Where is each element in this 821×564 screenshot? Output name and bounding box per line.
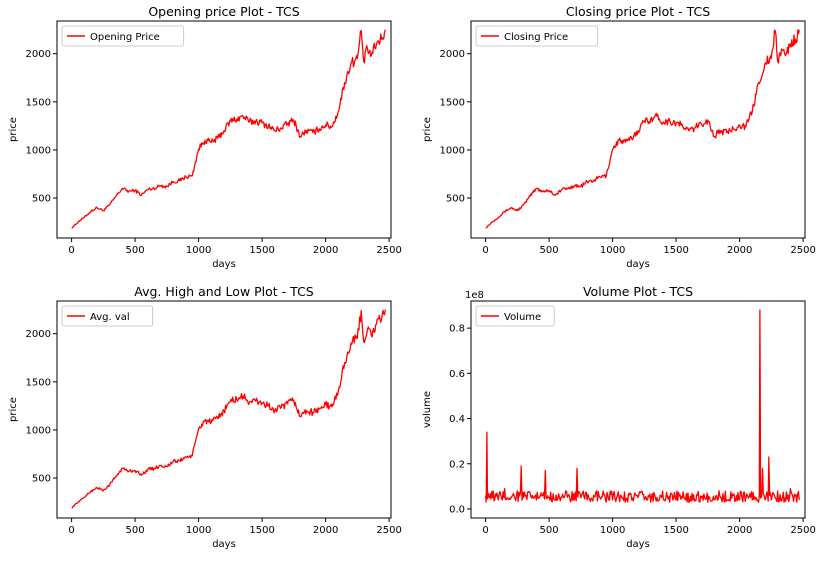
x-tick-label: 0 [482,525,488,536]
opening-price-chart: Opening price Plot - TCS 0 500 1000 1500 200… [8,4,402,270]
plot-frame [470,300,806,519]
x-tick-label: 500 [540,245,559,256]
y-axis: 500 1000 1500 2000 [26,329,57,485]
x-axis: 0 500 1000 1500 2000 2500 [482,518,816,536]
y-tick-label: 2000 [440,49,465,60]
y-tick-label: 0.6 [449,369,465,380]
closing-price-chart: Closing price Plot - TCS 0 500 1000 1500 200… [422,4,816,270]
x-axis: 0 500 1000 1500 2000 2500 [68,238,402,256]
y-axis-label: volume [422,391,433,428]
x-tick-label: 2000 [727,525,752,536]
legend-box [61,305,154,327]
volume-chart: Volume Plot - TCS 0 500 1000 1500 2000 2500 0… [422,284,816,550]
chart-title: Volume Plot - TCS [583,284,693,299]
x-axis-label: days [626,259,650,270]
y-tick-label: 500 [32,194,51,205]
x-tick-label: 500 [126,525,145,536]
series-lines [71,29,386,229]
x-axis: 0 500 1000 1500 2000 2500 [68,518,402,536]
legend: Opening Price [61,25,185,47]
y-tick-label: 0.0 [449,504,465,515]
x-axis-label: days [212,259,236,270]
x-tick-label: 0 [68,245,74,256]
avg-high-low-chart: Avg. High and Low Plot - TCS 0 500 1000 150… [8,284,402,550]
x-axis-label: days [212,539,236,550]
x-tick-label: 2000 [313,245,338,256]
y-axis: 500 1000 1500 2000 [440,49,471,205]
x-tick-label: 2500 [790,525,815,536]
x-tick-label: 1000 [600,525,625,536]
plot-frame [56,20,392,239]
series-line [485,29,800,229]
x-tick-label: 2500 [790,245,815,256]
y-tick-label: 0.8 [449,324,465,335]
chart-title: Opening price Plot - TCS [148,4,299,19]
y-tick-label: 1000 [26,145,51,156]
x-tick-label: 2000 [727,245,752,256]
x-tick-label: 0 [482,245,488,256]
x-tick-label: 1000 [186,525,211,536]
legend: Closing Price [475,25,599,47]
x-tick-label: 1500 [249,245,274,256]
legend-box [475,25,599,47]
y-tick-label: 500 [446,194,465,205]
x-tick-label: 2500 [376,525,401,536]
plot-frame [56,300,392,519]
y-tick-label: 2000 [26,49,51,60]
legend-box [61,25,185,47]
y-tick-label: 1000 [440,145,465,156]
x-axis: 0 500 1000 1500 2000 2500 [482,238,816,256]
y-axis-label: price [8,397,19,422]
y-axis-label: price [422,117,433,142]
series-line [71,309,386,509]
x-tick-label: 1500 [663,245,688,256]
y-tick-label: 1500 [440,97,465,108]
plot-frame [470,20,806,239]
y-tick-label: 500 [32,474,51,485]
chart-title: Avg. High and Low Plot - TCS [134,284,314,299]
y-tick-label: 1500 [26,97,51,108]
y-tick-label: 1500 [26,377,51,388]
legend: Volume [475,305,555,327]
x-tick-label: 500 [540,525,559,536]
y-axis: 0.0 0.2 0.4 0.6 0.8 [449,324,471,515]
y-tick-label: 0.2 [449,459,465,470]
y-axis-label: price [8,117,19,142]
legend-label: Opening Price [90,32,160,43]
x-tick-label: 0 [68,525,74,536]
legend-label: Avg. val [90,312,130,323]
y-axis: 500 1000 1500 2000 [26,49,57,205]
x-tick-label: 2500 [376,245,401,256]
series-lines [71,309,386,509]
legend-box [475,305,555,327]
chart-title: Closing price Plot - TCS [566,4,710,19]
x-tick-label: 500 [126,245,145,256]
y-tick-label: 1000 [26,425,51,436]
x-tick-label: 1500 [249,525,274,536]
legend: Avg. val [61,305,154,327]
series-lines [485,29,800,229]
legend-label: Volume [504,312,541,323]
y-axis-offset-text: 1e8 [465,290,484,301]
x-tick-label: 2000 [313,525,338,536]
x-tick-label: 1000 [600,245,625,256]
series-lines [484,309,800,503]
y-tick-label: 2000 [26,329,51,340]
series-line [484,309,800,503]
y-tick-label: 0.4 [449,414,465,425]
legend-label: Closing Price [504,32,568,43]
x-axis-label: days [626,539,650,550]
series-line [71,29,386,229]
x-tick-label: 1500 [663,525,688,536]
x-tick-label: 1000 [186,245,211,256]
